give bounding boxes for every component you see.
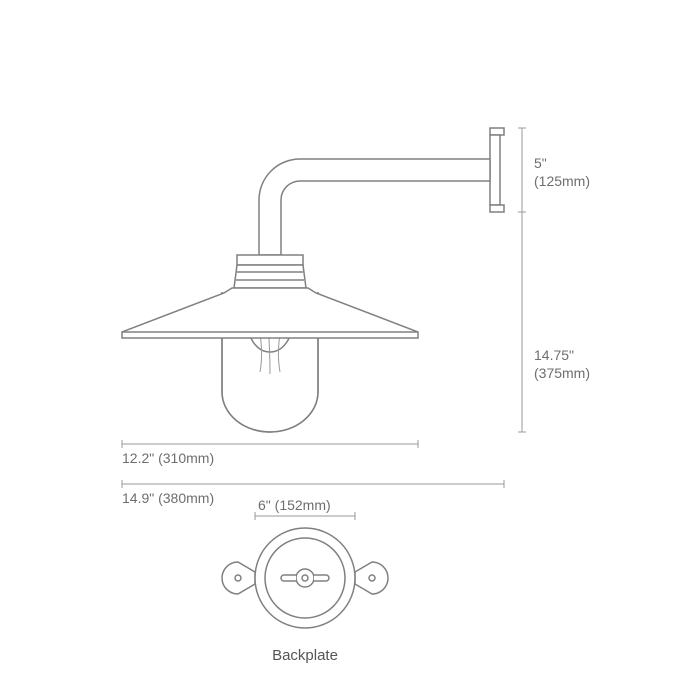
dim-backplate-metric: (152mm) (275, 497, 331, 513)
dim-total-h-metric: (375mm) (534, 365, 590, 381)
wall-mount-plate (490, 128, 504, 212)
dim-shade-width-metric: (310mm) (158, 450, 214, 466)
backplate-view: 6" (152mm) (222, 497, 388, 628)
arm (259, 159, 490, 255)
svg-text:12.2" (310mm): 12.2" (310mm) (122, 450, 214, 466)
dim-depth-imperial: 14.9" (122, 490, 154, 506)
dim-shade-width-imperial: 12.2" (122, 450, 154, 466)
shade (122, 288, 418, 338)
svg-text:14.9" (380mm): 14.9" (380mm) (122, 490, 214, 506)
backplate-label: Backplate (272, 647, 338, 664)
dim-backplate-imperial: 6" (258, 497, 271, 513)
drawing-canvas: 12.2" (310mm) 14.9" (380mm) 5" (125mm) 1… (0, 0, 700, 700)
lamp-collar (234, 255, 306, 288)
dim-total-height (518, 212, 526, 432)
dim-total-depth (122, 480, 504, 488)
dim-total-h-imperial: 14.75" (534, 347, 574, 363)
dim-mount-imperial: 5" (534, 155, 547, 171)
dim-shade-width (122, 440, 418, 448)
svg-text:6" (152mm): 6" (152mm) (258, 497, 331, 513)
dim-depth-metric: (380mm) (158, 490, 214, 506)
dim-mount-metric: (125mm) (534, 173, 590, 189)
dim-mount-height (518, 128, 526, 212)
